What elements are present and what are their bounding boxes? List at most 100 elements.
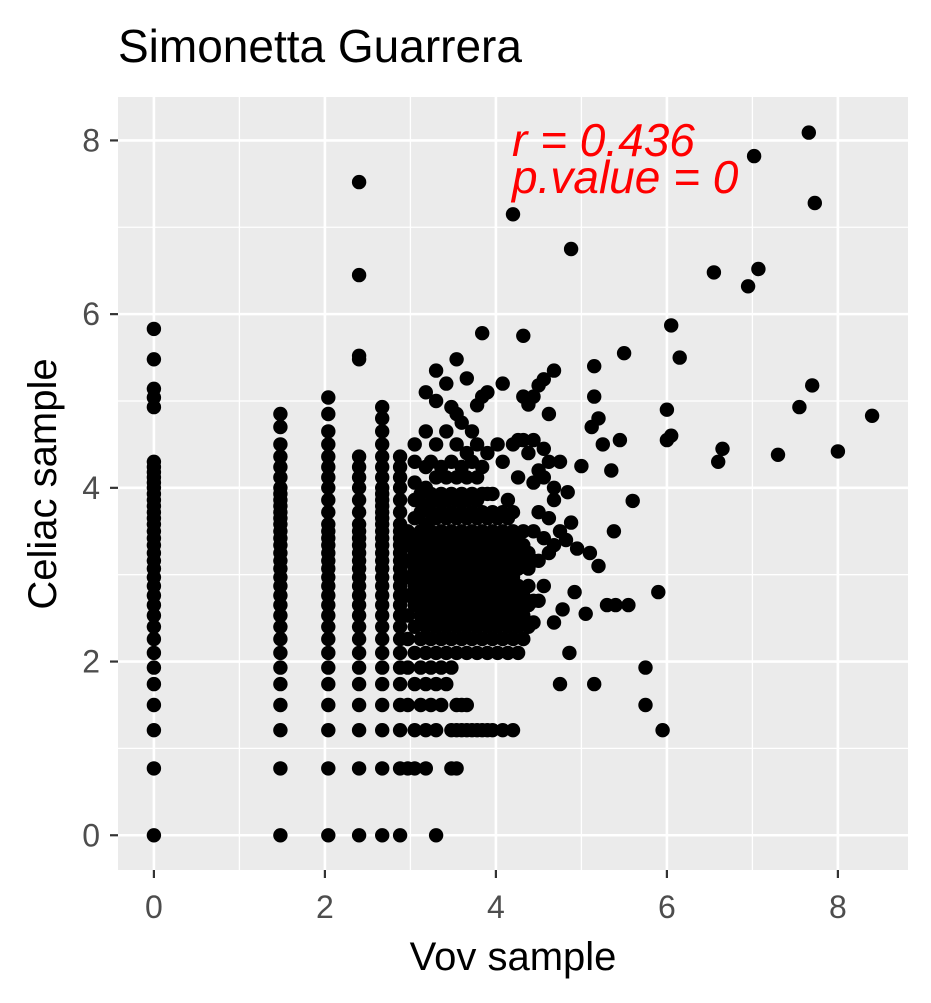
data-point (459, 619, 474, 634)
data-point (595, 437, 610, 452)
data-point (531, 553, 546, 568)
data-point (475, 631, 490, 647)
data-point (434, 660, 449, 675)
data-point (418, 645, 433, 661)
data-point (321, 676, 336, 692)
data-point (146, 676, 162, 692)
data-point (711, 454, 726, 469)
data-point (612, 432, 628, 448)
data-point (428, 393, 444, 409)
data-point (375, 631, 390, 647)
data-point (606, 524, 622, 539)
data-point (321, 505, 336, 520)
data-point (321, 480, 336, 495)
minor-gridlines (118, 97, 908, 870)
data-point (541, 454, 557, 469)
data-point (407, 454, 422, 469)
data-point (495, 376, 510, 391)
data-point (273, 619, 288, 634)
data-point (563, 515, 579, 530)
data-point (375, 424, 390, 439)
data-point (146, 697, 162, 713)
data-point (521, 578, 536, 594)
data-point (146, 828, 162, 843)
data-point (740, 279, 756, 294)
major-gridlines (118, 97, 908, 870)
data-point (521, 445, 536, 461)
data-point (146, 381, 162, 396)
data-point (418, 761, 433, 776)
y-axis-ticks: 0 2 4 6 8 (82, 122, 118, 853)
data-point (392, 619, 408, 634)
data-point (400, 660, 415, 675)
data-point (830, 444, 846, 459)
chart-title: Simonetta Guarrera (118, 20, 522, 72)
data-point (469, 645, 485, 661)
data-point (413, 660, 428, 675)
data-point (375, 480, 390, 495)
data-point (459, 697, 474, 713)
data-point (558, 532, 574, 548)
data-point (591, 558, 606, 574)
data-point (439, 645, 454, 661)
data-point (273, 437, 288, 452)
data-point (526, 389, 541, 404)
data-point (490, 437, 505, 452)
data-point (608, 597, 623, 613)
data-point (351, 470, 367, 485)
data-point (505, 505, 521, 520)
data-point (321, 645, 336, 661)
data-point (273, 660, 288, 675)
data-point (321, 660, 336, 675)
data-point (638, 660, 653, 675)
data-point (392, 492, 408, 508)
data-point (449, 761, 464, 776)
data-point (469, 619, 485, 634)
data-point (500, 492, 516, 508)
annotation-r-value: r = 0.436 (512, 114, 695, 166)
annotation-p-value: p.value = 0 (510, 151, 739, 203)
data-point (578, 606, 593, 621)
data-point (638, 697, 653, 713)
data-point (351, 505, 367, 520)
data-point (392, 449, 408, 464)
data-point (146, 723, 162, 738)
data-point (664, 318, 679, 333)
data-point (428, 645, 444, 661)
data-point (146, 321, 162, 337)
data-point (536, 372, 551, 387)
y-tick-label: 2 (82, 644, 100, 680)
data-point (375, 761, 390, 776)
data-point (146, 660, 162, 675)
data-point (375, 437, 390, 452)
data-point (351, 676, 367, 692)
data-point (407, 475, 422, 490)
data-point (428, 437, 444, 452)
data-point (273, 419, 288, 435)
data-point (375, 608, 390, 623)
data-point (407, 437, 422, 452)
data-point (485, 631, 500, 647)
data-point (273, 470, 288, 485)
plot-panel (118, 97, 908, 870)
data-point (664, 428, 679, 443)
data-point (375, 676, 390, 692)
data-point (351, 761, 367, 776)
data-point (375, 660, 390, 675)
data-point (392, 480, 408, 495)
data-point (516, 631, 531, 647)
data-point (510, 645, 526, 661)
data-point (321, 828, 336, 843)
data-point (480, 619, 495, 634)
data-point (351, 517, 367, 532)
data-point (273, 608, 288, 623)
data-point (351, 619, 367, 634)
data-point (587, 389, 602, 404)
x-tick-label: 4 (487, 889, 505, 925)
data-point (351, 267, 367, 283)
data-point (413, 697, 428, 713)
data-point (428, 676, 444, 692)
data-point (375, 645, 390, 661)
data-point (146, 619, 162, 634)
data-point (375, 449, 390, 464)
